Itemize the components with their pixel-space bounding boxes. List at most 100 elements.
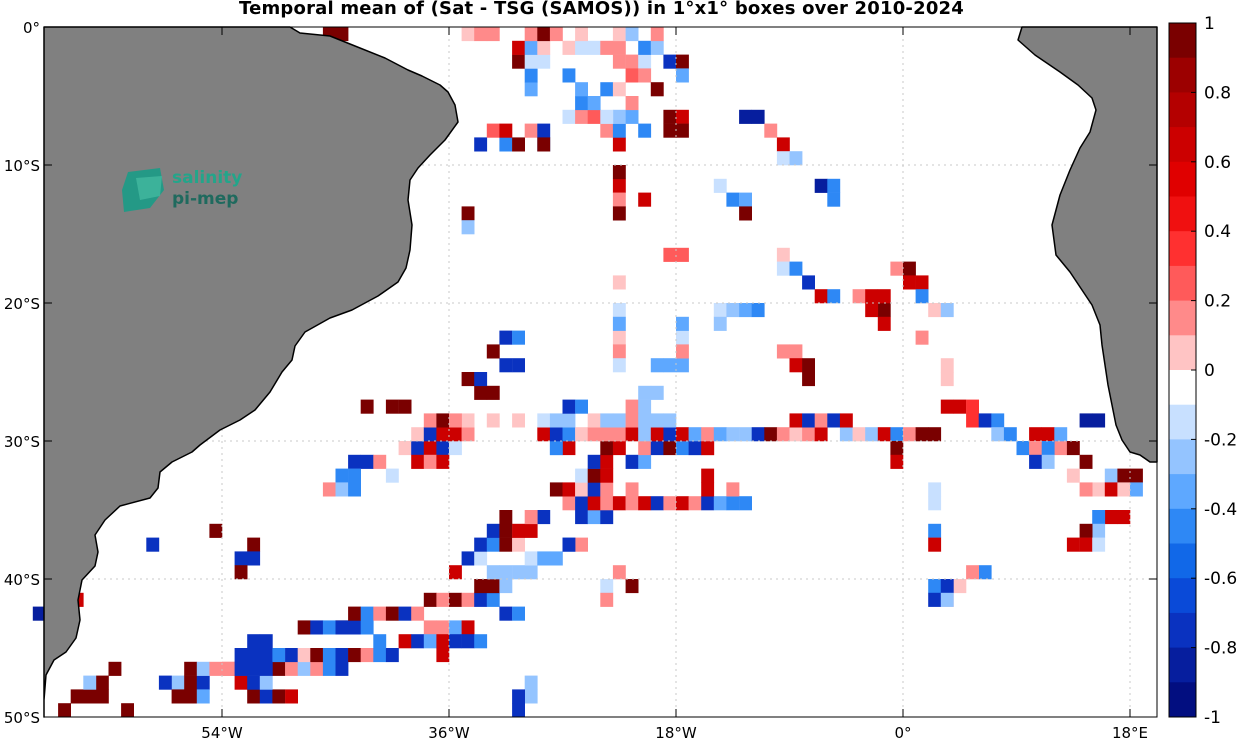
data-cell <box>789 358 803 373</box>
data-cell <box>650 82 664 97</box>
data-cell <box>411 441 425 456</box>
colorbar-segment <box>1169 508 1196 544</box>
data-cell <box>209 523 223 538</box>
data-cell <box>1104 482 1118 497</box>
data-cell <box>436 427 450 442</box>
data-cell <box>158 675 172 690</box>
data-cell <box>789 151 803 166</box>
data-cell <box>726 303 740 318</box>
data-cell <box>474 537 488 552</box>
colorbar-segment <box>1169 231 1196 267</box>
data-cell <box>297 661 311 676</box>
data-cell <box>1092 413 1106 428</box>
data-cell <box>625 96 639 111</box>
colorbar-tick-label: 0 <box>1204 361 1215 381</box>
data-cell <box>1003 427 1017 442</box>
data-cell <box>865 427 879 442</box>
data-cell <box>209 661 223 676</box>
data-cell <box>789 413 803 428</box>
data-cell <box>600 427 614 442</box>
data-cell <box>285 661 298 676</box>
data-cell <box>612 54 626 69</box>
data-cell <box>1092 510 1106 525</box>
data-cell <box>676 358 689 373</box>
data-cell <box>827 413 841 428</box>
data-cell <box>928 537 942 552</box>
colorbar-segment <box>1169 92 1196 128</box>
data-cell <box>562 413 576 428</box>
data-cell <box>650 358 664 373</box>
data-cell <box>297 648 311 663</box>
data-cell <box>764 427 778 442</box>
data-cell <box>234 648 248 663</box>
data-cell <box>1054 427 1068 442</box>
data-cell <box>449 413 462 428</box>
colorbar-tick-label: 0.2 <box>1204 292 1231 312</box>
data-cell <box>474 27 488 42</box>
data-cell <box>953 579 967 594</box>
data-cell <box>310 620 324 635</box>
data-cell <box>587 96 601 111</box>
data-cell <box>612 27 626 42</box>
data-cell <box>1117 468 1131 483</box>
data-cell <box>461 427 475 442</box>
data-cell <box>247 661 261 676</box>
data-cell <box>411 427 425 442</box>
data-cell <box>562 399 576 414</box>
data-cell <box>524 551 538 566</box>
data-cell <box>1079 523 1093 538</box>
data-cell <box>423 413 437 428</box>
data-cell <box>549 551 563 566</box>
data-cell <box>650 441 664 456</box>
data-cell <box>676 427 689 442</box>
data-cell <box>991 413 1005 428</box>
data-cell <box>587 40 601 55</box>
data-cell <box>436 634 450 649</box>
data-cell <box>1066 468 1080 483</box>
data-cell <box>739 303 752 318</box>
data-cell <box>713 427 727 442</box>
data-cell <box>348 468 361 483</box>
data-cell <box>474 592 488 607</box>
x-tick-label: 54°W <box>201 724 243 740</box>
colorbar-tick-label: -0.6 <box>1204 569 1237 589</box>
data-cell <box>1079 454 1093 469</box>
data-cell <box>474 634 488 649</box>
colorbar-segment <box>1169 439 1196 475</box>
data-cell <box>423 454 437 469</box>
data-cell <box>612 496 626 511</box>
data-cell <box>234 565 248 580</box>
data-cell <box>512 137 525 152</box>
data-cell <box>638 40 652 55</box>
data-cell <box>512 358 525 373</box>
data-cell <box>575 427 588 442</box>
data-cell <box>234 661 248 676</box>
data-cell <box>247 689 261 704</box>
data-cell <box>600 482 614 497</box>
data-cell <box>524 675 538 690</box>
data-cell <box>764 123 778 138</box>
data-cell <box>575 496 588 511</box>
data-cell <box>877 303 891 318</box>
data-cell <box>562 537 576 552</box>
data-cell <box>310 648 324 663</box>
y-tick-label: 40°S <box>4 571 40 589</box>
data-cell <box>638 413 652 428</box>
data-cell <box>549 427 563 442</box>
data-cell <box>877 427 891 442</box>
data-cell <box>360 648 374 663</box>
data-cell <box>247 537 261 552</box>
colorbar-segment <box>1169 682 1196 718</box>
data-cell <box>461 620 475 635</box>
data-cell <box>612 165 626 180</box>
data-cell <box>663 427 677 442</box>
data-cell <box>650 40 664 55</box>
data-cell <box>474 551 488 566</box>
data-cell <box>575 40 588 55</box>
colorbar-segment <box>1169 370 1196 406</box>
data-cell <box>171 675 185 690</box>
data-cell <box>739 427 752 442</box>
data-cell <box>499 330 513 345</box>
data-cell <box>676 247 689 262</box>
